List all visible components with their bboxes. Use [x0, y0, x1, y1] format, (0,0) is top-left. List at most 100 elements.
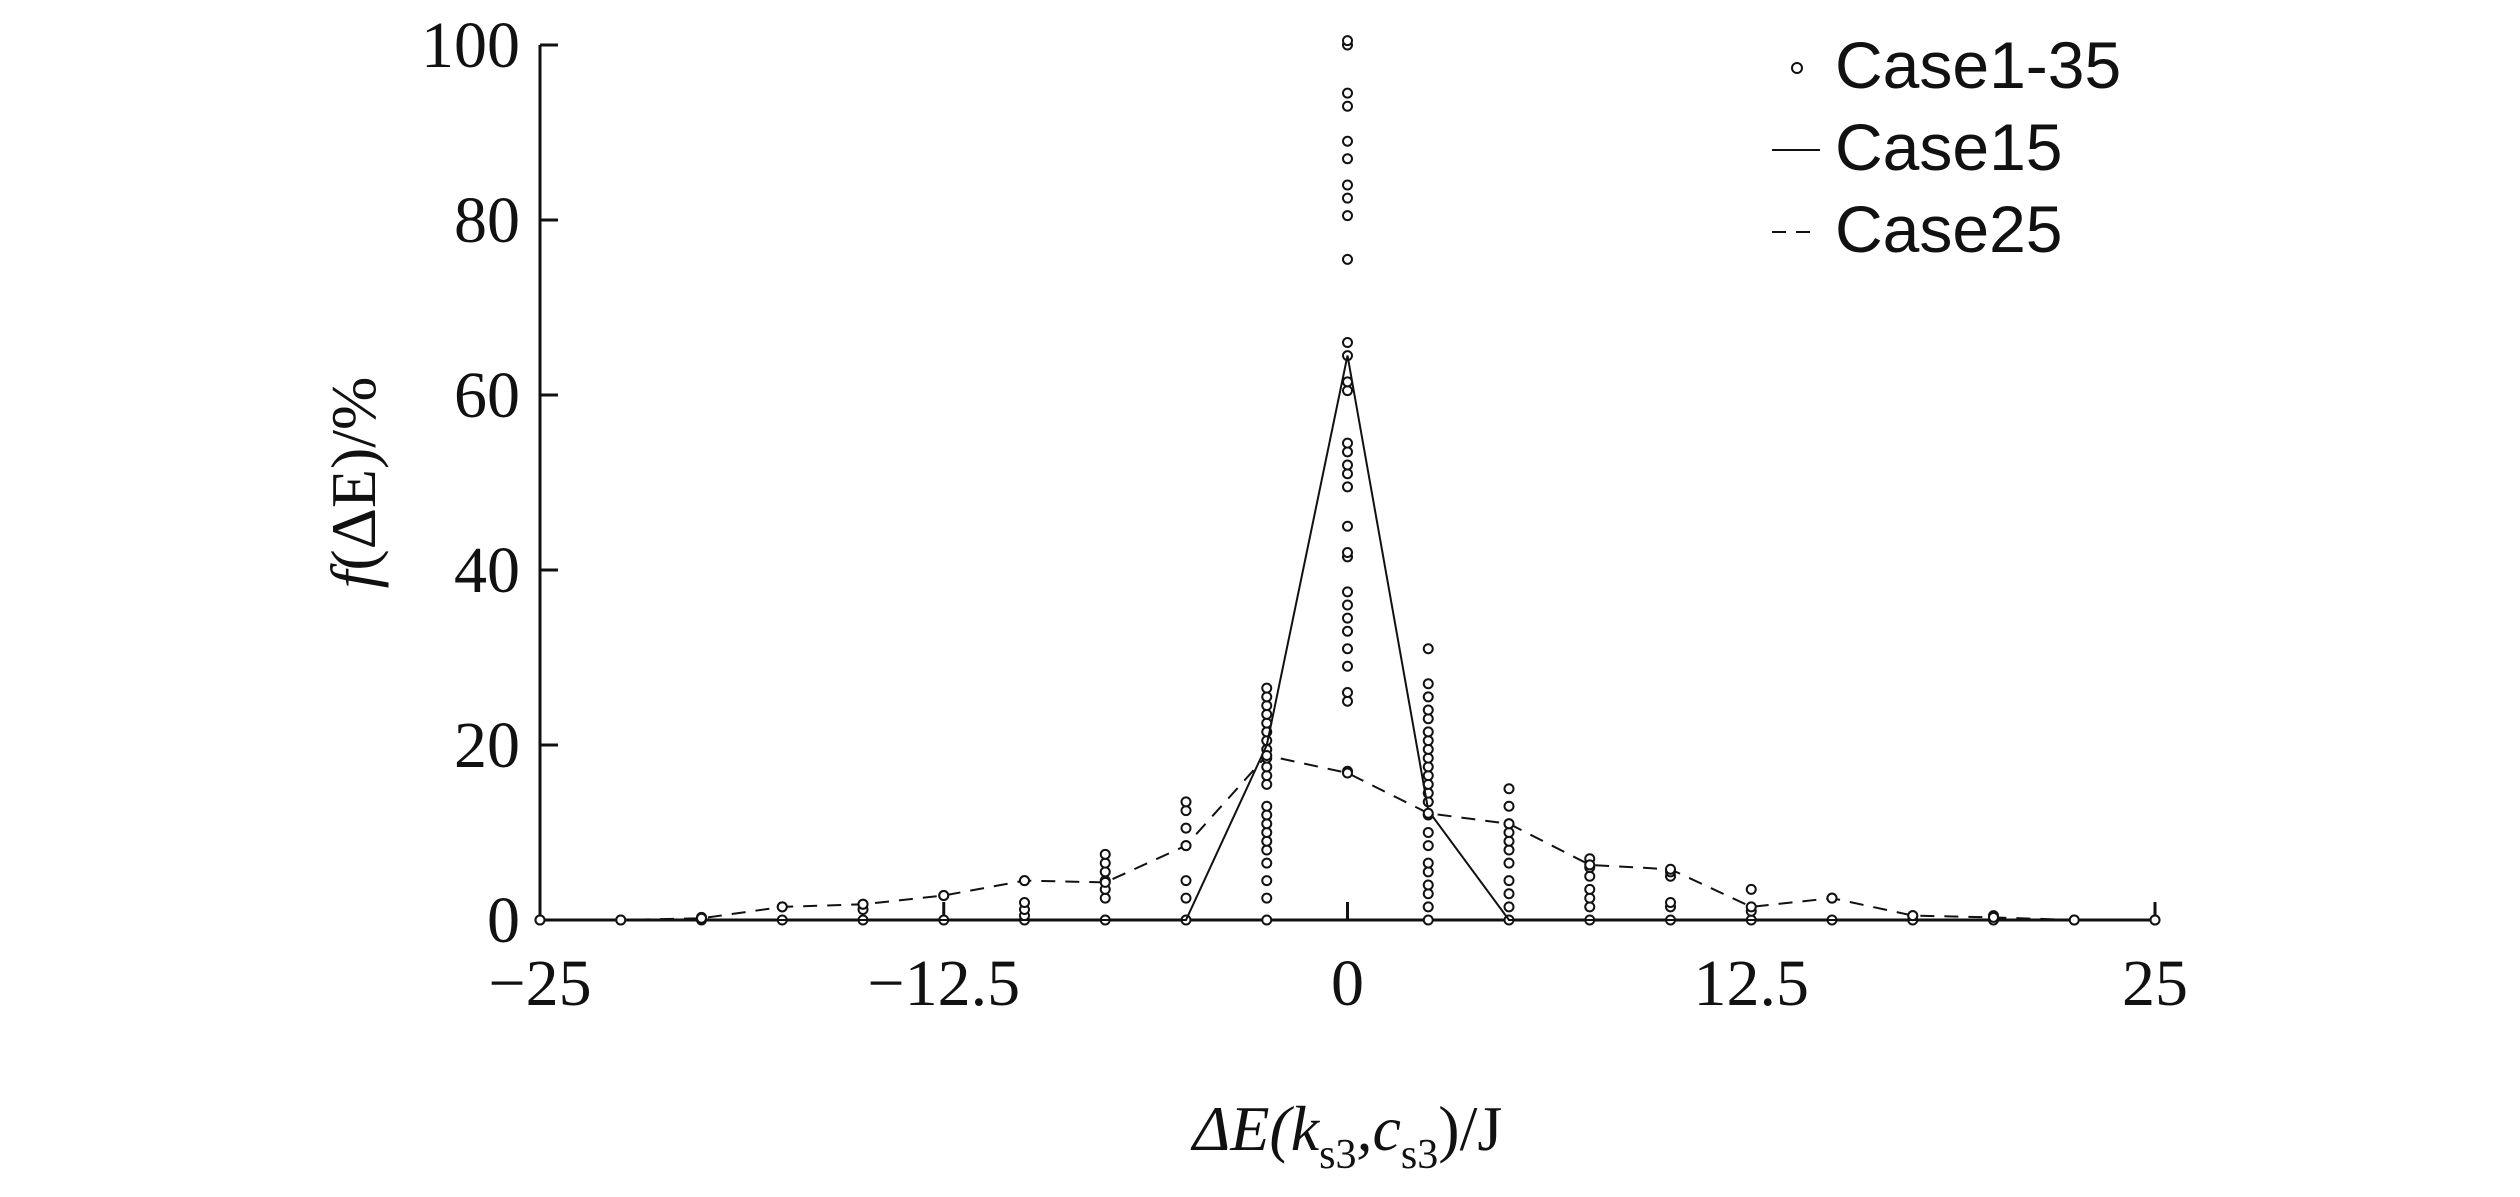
y-tick-label: 40	[454, 534, 520, 607]
x-tick-label: 25	[2122, 947, 2188, 1020]
data-point-marker	[1503, 783, 1515, 795]
data-point-marker	[1342, 660, 1353, 672]
data-point-marker	[1503, 901, 1515, 913]
x-axis-title-subscript: s3	[1401, 1132, 1438, 1178]
data-point-marker	[1180, 892, 1192, 904]
data-point-marker	[1422, 735, 1434, 747]
data-point-marker	[1261, 835, 1273, 847]
data-point-marker	[1503, 888, 1515, 900]
data-point-marker	[1019, 897, 1030, 908]
data-point-marker	[1342, 192, 1353, 204]
data-point-marker	[1584, 901, 1596, 913]
x-tick-label: −25	[488, 947, 591, 1020]
data-point-marker	[1422, 914, 1434, 926]
data-point-marker	[1503, 875, 1515, 887]
data-point-marker	[1261, 818, 1273, 830]
series-point-case25	[1745, 901, 1757, 913]
x-tick-label: 0	[1331, 947, 1364, 1020]
legend-label-case1-35: Case1-35	[1835, 28, 2121, 102]
x-axis-title-subscript: s3	[1319, 1132, 1356, 1178]
data-point-marker	[1503, 844, 1515, 856]
data-point-marker	[1422, 866, 1434, 878]
data-point-marker	[1342, 625, 1353, 637]
data-point-marker	[1342, 687, 1353, 698]
data-point-marker	[1422, 761, 1434, 773]
data-point-marker	[1342, 547, 1353, 558]
data-point-marker	[1342, 468, 1353, 480]
data-point-marker	[1261, 914, 1273, 926]
data-point-marker	[1422, 713, 1434, 725]
data-point-marker	[1342, 481, 1353, 493]
series-line-case15	[540, 355, 2155, 921]
data-point-marker	[1503, 827, 1515, 838]
data-point-marker	[1422, 691, 1434, 703]
data-point-marker	[1584, 892, 1596, 904]
data-point-marker	[1745, 883, 1757, 895]
data-point-marker	[1422, 678, 1434, 690]
series-point-case25	[1019, 875, 1030, 887]
data-point-marker	[1342, 135, 1353, 147]
data-point-marker	[1422, 752, 1434, 764]
data-point-marker	[1342, 437, 1353, 449]
data-point-marker	[1422, 827, 1434, 838]
series-line-case25	[540, 754, 2155, 921]
data-point-marker	[1099, 848, 1111, 860]
x-axis-title-part: ,c	[1356, 1093, 1400, 1164]
data-point-marker	[1422, 888, 1434, 900]
data-point-marker	[1261, 809, 1273, 821]
data-point-marker	[1342, 179, 1353, 191]
series-point-case25	[1342, 767, 1353, 779]
x-axis-title: ΔE(ks3,cs3)/J	[1190, 1093, 1503, 1178]
series-point-case25	[1584, 859, 1596, 871]
data-point-marker	[1342, 87, 1353, 99]
data-point-marker	[1261, 682, 1273, 694]
data-point-marker	[1261, 691, 1273, 703]
data-point-marker	[1422, 840, 1434, 852]
data-point-marker	[1261, 800, 1273, 812]
y-axis-title-rest: (ΔE)/%	[318, 377, 389, 571]
series-point-case25	[1988, 911, 1999, 923]
axes: 0 20 40 60 80 100 −25 −12.5 0 12.5 25	[421, 9, 2188, 1020]
legend-marker-case1-35	[1791, 62, 1803, 74]
data-point-marker	[1503, 835, 1515, 847]
y-tick-label: 80	[454, 184, 520, 257]
series-point-case25	[2149, 914, 2161, 926]
series-point-case25	[1422, 807, 1434, 819]
legend: Case1-35 Case15 Case25	[1772, 28, 2121, 266]
y-tick-label: 60	[454, 359, 520, 432]
data-point-marker	[1261, 827, 1273, 838]
y-tick-label: 0	[487, 884, 520, 957]
data-point-marker	[1342, 695, 1353, 707]
series-point-case25	[1261, 750, 1273, 761]
x-tick-label: 12.5	[1694, 947, 1810, 1020]
y-axis-title: f(ΔE)/%	[318, 377, 389, 589]
data-point-marker	[1422, 879, 1434, 891]
series-point-case25	[696, 912, 707, 924]
data-point-marker	[1342, 153, 1353, 165]
data-point-marker	[1261, 778, 1273, 790]
data-point-marker	[1342, 446, 1353, 458]
data-point-marker	[1261, 875, 1273, 887]
legend-label-case15: Case15	[1835, 110, 2063, 184]
data-point-marker	[1342, 337, 1353, 348]
data-point-marker	[1422, 704, 1434, 716]
series-point-case25	[776, 901, 788, 913]
data-point-marker	[1342, 253, 1353, 265]
data-point-marker	[1342, 643, 1353, 655]
data-point-marker	[1180, 875, 1192, 887]
data-point-marker	[1342, 612, 1353, 624]
series-point-case25	[1099, 876, 1111, 888]
series-point-case25	[938, 890, 950, 901]
data-point-marker	[1099, 892, 1111, 904]
data-point-marker	[1422, 770, 1434, 782]
data-point-marker	[1342, 599, 1353, 611]
data-point-marker	[1342, 586, 1353, 598]
series-point-case25	[1826, 892, 1838, 904]
y-tick-label: 100	[421, 9, 520, 82]
data-point-marker	[1261, 708, 1273, 720]
data-point-marker	[1180, 805, 1192, 817]
data-point-marker	[1261, 844, 1273, 856]
data-point-marker	[1180, 796, 1192, 808]
y-tick-label: 20	[454, 709, 520, 782]
